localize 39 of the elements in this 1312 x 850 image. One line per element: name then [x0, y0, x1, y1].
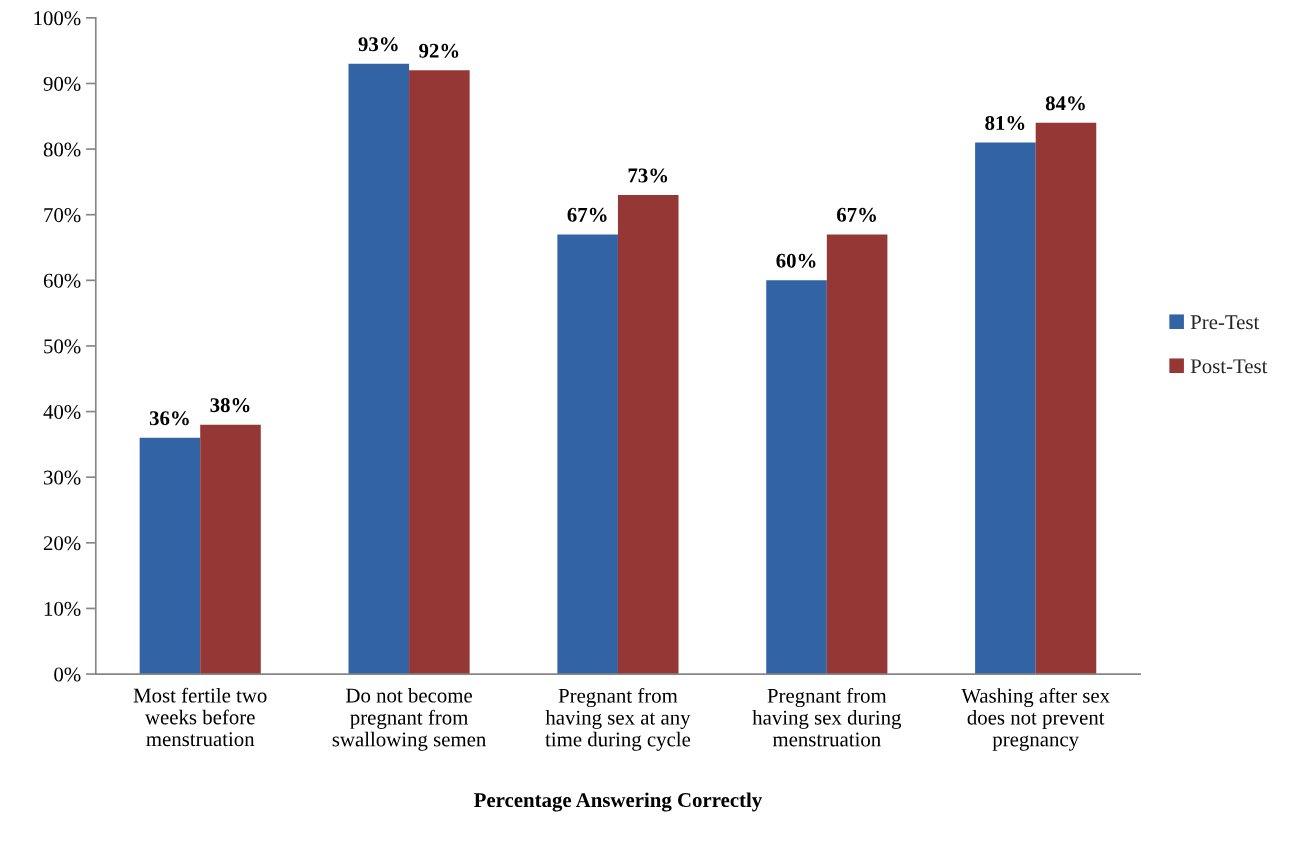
data-label: 81% — [985, 115, 1025, 131]
x-axis-title: Percentage Answering Correctly — [474, 792, 763, 812]
data-label: 36% — [149, 411, 189, 426]
data-label: 93% — [358, 37, 398, 52]
bar — [617, 195, 679, 675]
y-tick-label: 100% — [34, 11, 81, 26]
y-tick-label: 70% — [44, 208, 81, 223]
y-tick-label: 60% — [43, 273, 81, 288]
data-label: 38% — [210, 398, 250, 413]
y-tick-label: 90% — [43, 76, 81, 91]
x-tick-label: Do not become pregnant from swallowing semen — [332, 687, 487, 751]
y-tick-label: 40% — [43, 404, 81, 420]
legend-label: Pre-Test — [1190, 315, 1260, 330]
data-label: 67% — [836, 207, 876, 222]
x-tick-label: Pregnant from having sex at any time during cycle — [545, 687, 691, 751]
bar — [409, 70, 470, 675]
data-label: 73% — [628, 168, 668, 183]
data-label: 84% — [1045, 96, 1085, 111]
y-tick-label: 0% — [54, 667, 81, 682]
x-tick-label: Washing after sex does not prevent pregnancy — [961, 687, 1110, 751]
bar — [826, 234, 888, 675]
legend-label: Post-Test — [1190, 359, 1268, 374]
bar — [766, 280, 827, 675]
bar — [348, 63, 410, 675]
bar — [139, 437, 201, 675]
y-tick-label: 20% — [43, 536, 81, 551]
bar — [1035, 122, 1097, 675]
data-label: 60% — [776, 253, 816, 268]
x-tick-label: Pregnant from having sex during menstruation — [752, 687, 902, 747]
data-label: 92% — [419, 43, 459, 58]
bar — [557, 234, 618, 675]
x-tick-label: Most fertile two weeks before menstruation — [133, 687, 267, 747]
y-tick-label: 30% — [44, 470, 81, 485]
bar — [975, 142, 1036, 675]
y-tick-label: 10% — [44, 601, 81, 616]
data-label: 67% — [567, 207, 607, 222]
y-tick-label: 50% — [44, 339, 81, 354]
bar — [200, 424, 261, 675]
y-tick-label: 80% — [43, 142, 81, 157]
